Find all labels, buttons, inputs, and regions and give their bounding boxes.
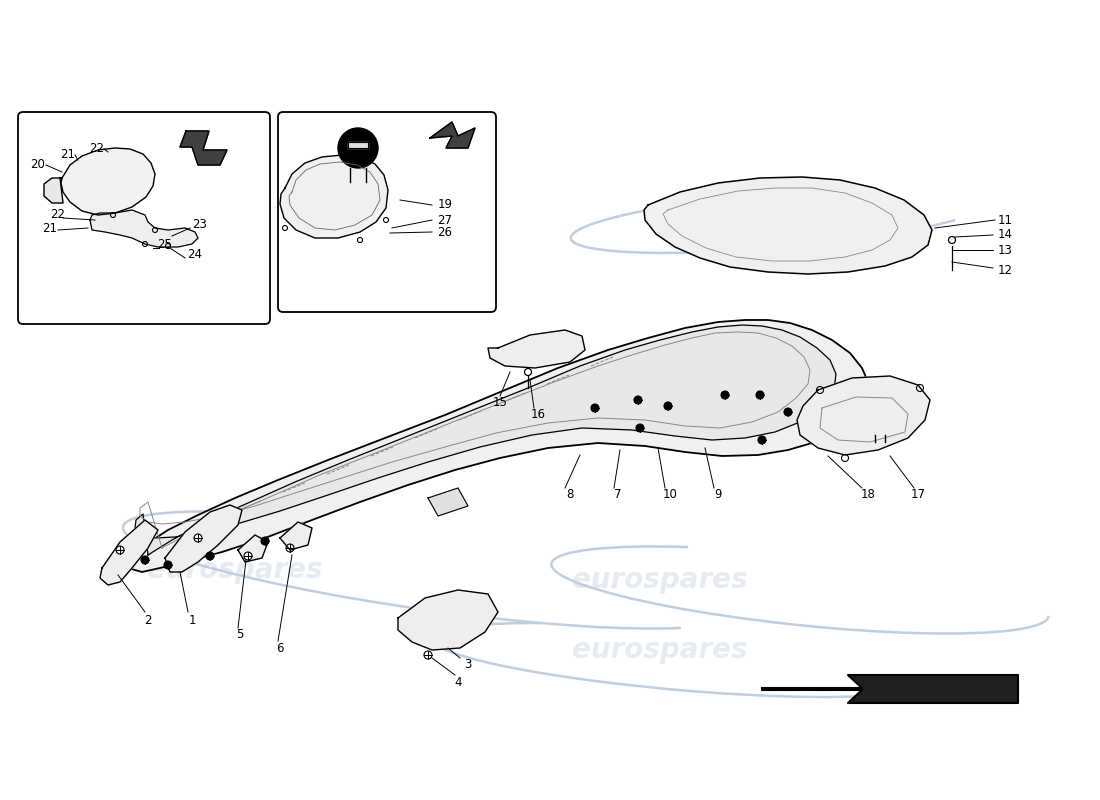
Polygon shape xyxy=(118,320,868,572)
Text: 12: 12 xyxy=(998,263,1012,277)
Text: 21: 21 xyxy=(43,222,57,234)
Polygon shape xyxy=(280,155,388,238)
Text: 10: 10 xyxy=(662,489,678,502)
Text: 17: 17 xyxy=(911,489,925,502)
Polygon shape xyxy=(644,177,932,274)
FancyBboxPatch shape xyxy=(278,112,496,312)
Text: 27: 27 xyxy=(438,214,452,226)
Polygon shape xyxy=(165,505,242,572)
Text: 13: 13 xyxy=(998,243,1012,257)
Circle shape xyxy=(634,396,642,404)
Text: eurospares: eurospares xyxy=(147,556,322,584)
Text: 22: 22 xyxy=(51,209,66,222)
Circle shape xyxy=(338,128,378,168)
Text: 2: 2 xyxy=(144,614,152,626)
Polygon shape xyxy=(44,178,63,203)
Circle shape xyxy=(758,436,766,444)
Text: 1: 1 xyxy=(188,614,196,626)
Text: 7: 7 xyxy=(614,489,622,502)
Circle shape xyxy=(784,408,792,416)
Text: eurospares: eurospares xyxy=(723,211,898,239)
FancyBboxPatch shape xyxy=(18,112,270,324)
Text: 24: 24 xyxy=(187,249,202,262)
Polygon shape xyxy=(428,488,468,516)
Polygon shape xyxy=(798,376,930,455)
Polygon shape xyxy=(488,330,585,368)
Text: 25: 25 xyxy=(157,238,173,251)
Circle shape xyxy=(664,402,672,410)
Polygon shape xyxy=(430,122,475,148)
Circle shape xyxy=(141,556,149,564)
Circle shape xyxy=(591,404,600,412)
Polygon shape xyxy=(90,210,198,247)
Text: 19: 19 xyxy=(438,198,452,211)
Circle shape xyxy=(636,424,644,432)
Text: 4: 4 xyxy=(454,675,462,689)
Polygon shape xyxy=(348,142,369,148)
Text: 16: 16 xyxy=(530,409,546,422)
Polygon shape xyxy=(238,535,268,562)
Polygon shape xyxy=(180,131,227,165)
Text: 20: 20 xyxy=(31,158,45,171)
Text: 6: 6 xyxy=(276,642,284,654)
Polygon shape xyxy=(135,325,836,555)
Circle shape xyxy=(261,537,270,545)
Circle shape xyxy=(756,391,764,399)
Polygon shape xyxy=(60,148,155,215)
Text: 22: 22 xyxy=(89,142,104,154)
Circle shape xyxy=(164,561,172,569)
Text: 21: 21 xyxy=(60,149,76,162)
Polygon shape xyxy=(398,590,498,650)
Text: 8: 8 xyxy=(566,489,574,502)
Text: 3: 3 xyxy=(464,658,472,671)
Text: 23: 23 xyxy=(192,218,208,231)
Circle shape xyxy=(720,391,729,399)
Polygon shape xyxy=(280,522,312,550)
Text: 26: 26 xyxy=(438,226,452,238)
Text: eurospares: eurospares xyxy=(572,636,748,664)
Polygon shape xyxy=(100,520,158,585)
Text: 11: 11 xyxy=(998,214,1012,226)
Text: 18: 18 xyxy=(860,489,876,502)
Text: 5: 5 xyxy=(236,629,244,642)
Text: 9: 9 xyxy=(714,489,722,502)
Circle shape xyxy=(206,552,214,560)
Text: 14: 14 xyxy=(998,229,1012,242)
Polygon shape xyxy=(762,675,1018,703)
Text: eurospares: eurospares xyxy=(572,566,748,594)
Text: 15: 15 xyxy=(493,395,507,409)
